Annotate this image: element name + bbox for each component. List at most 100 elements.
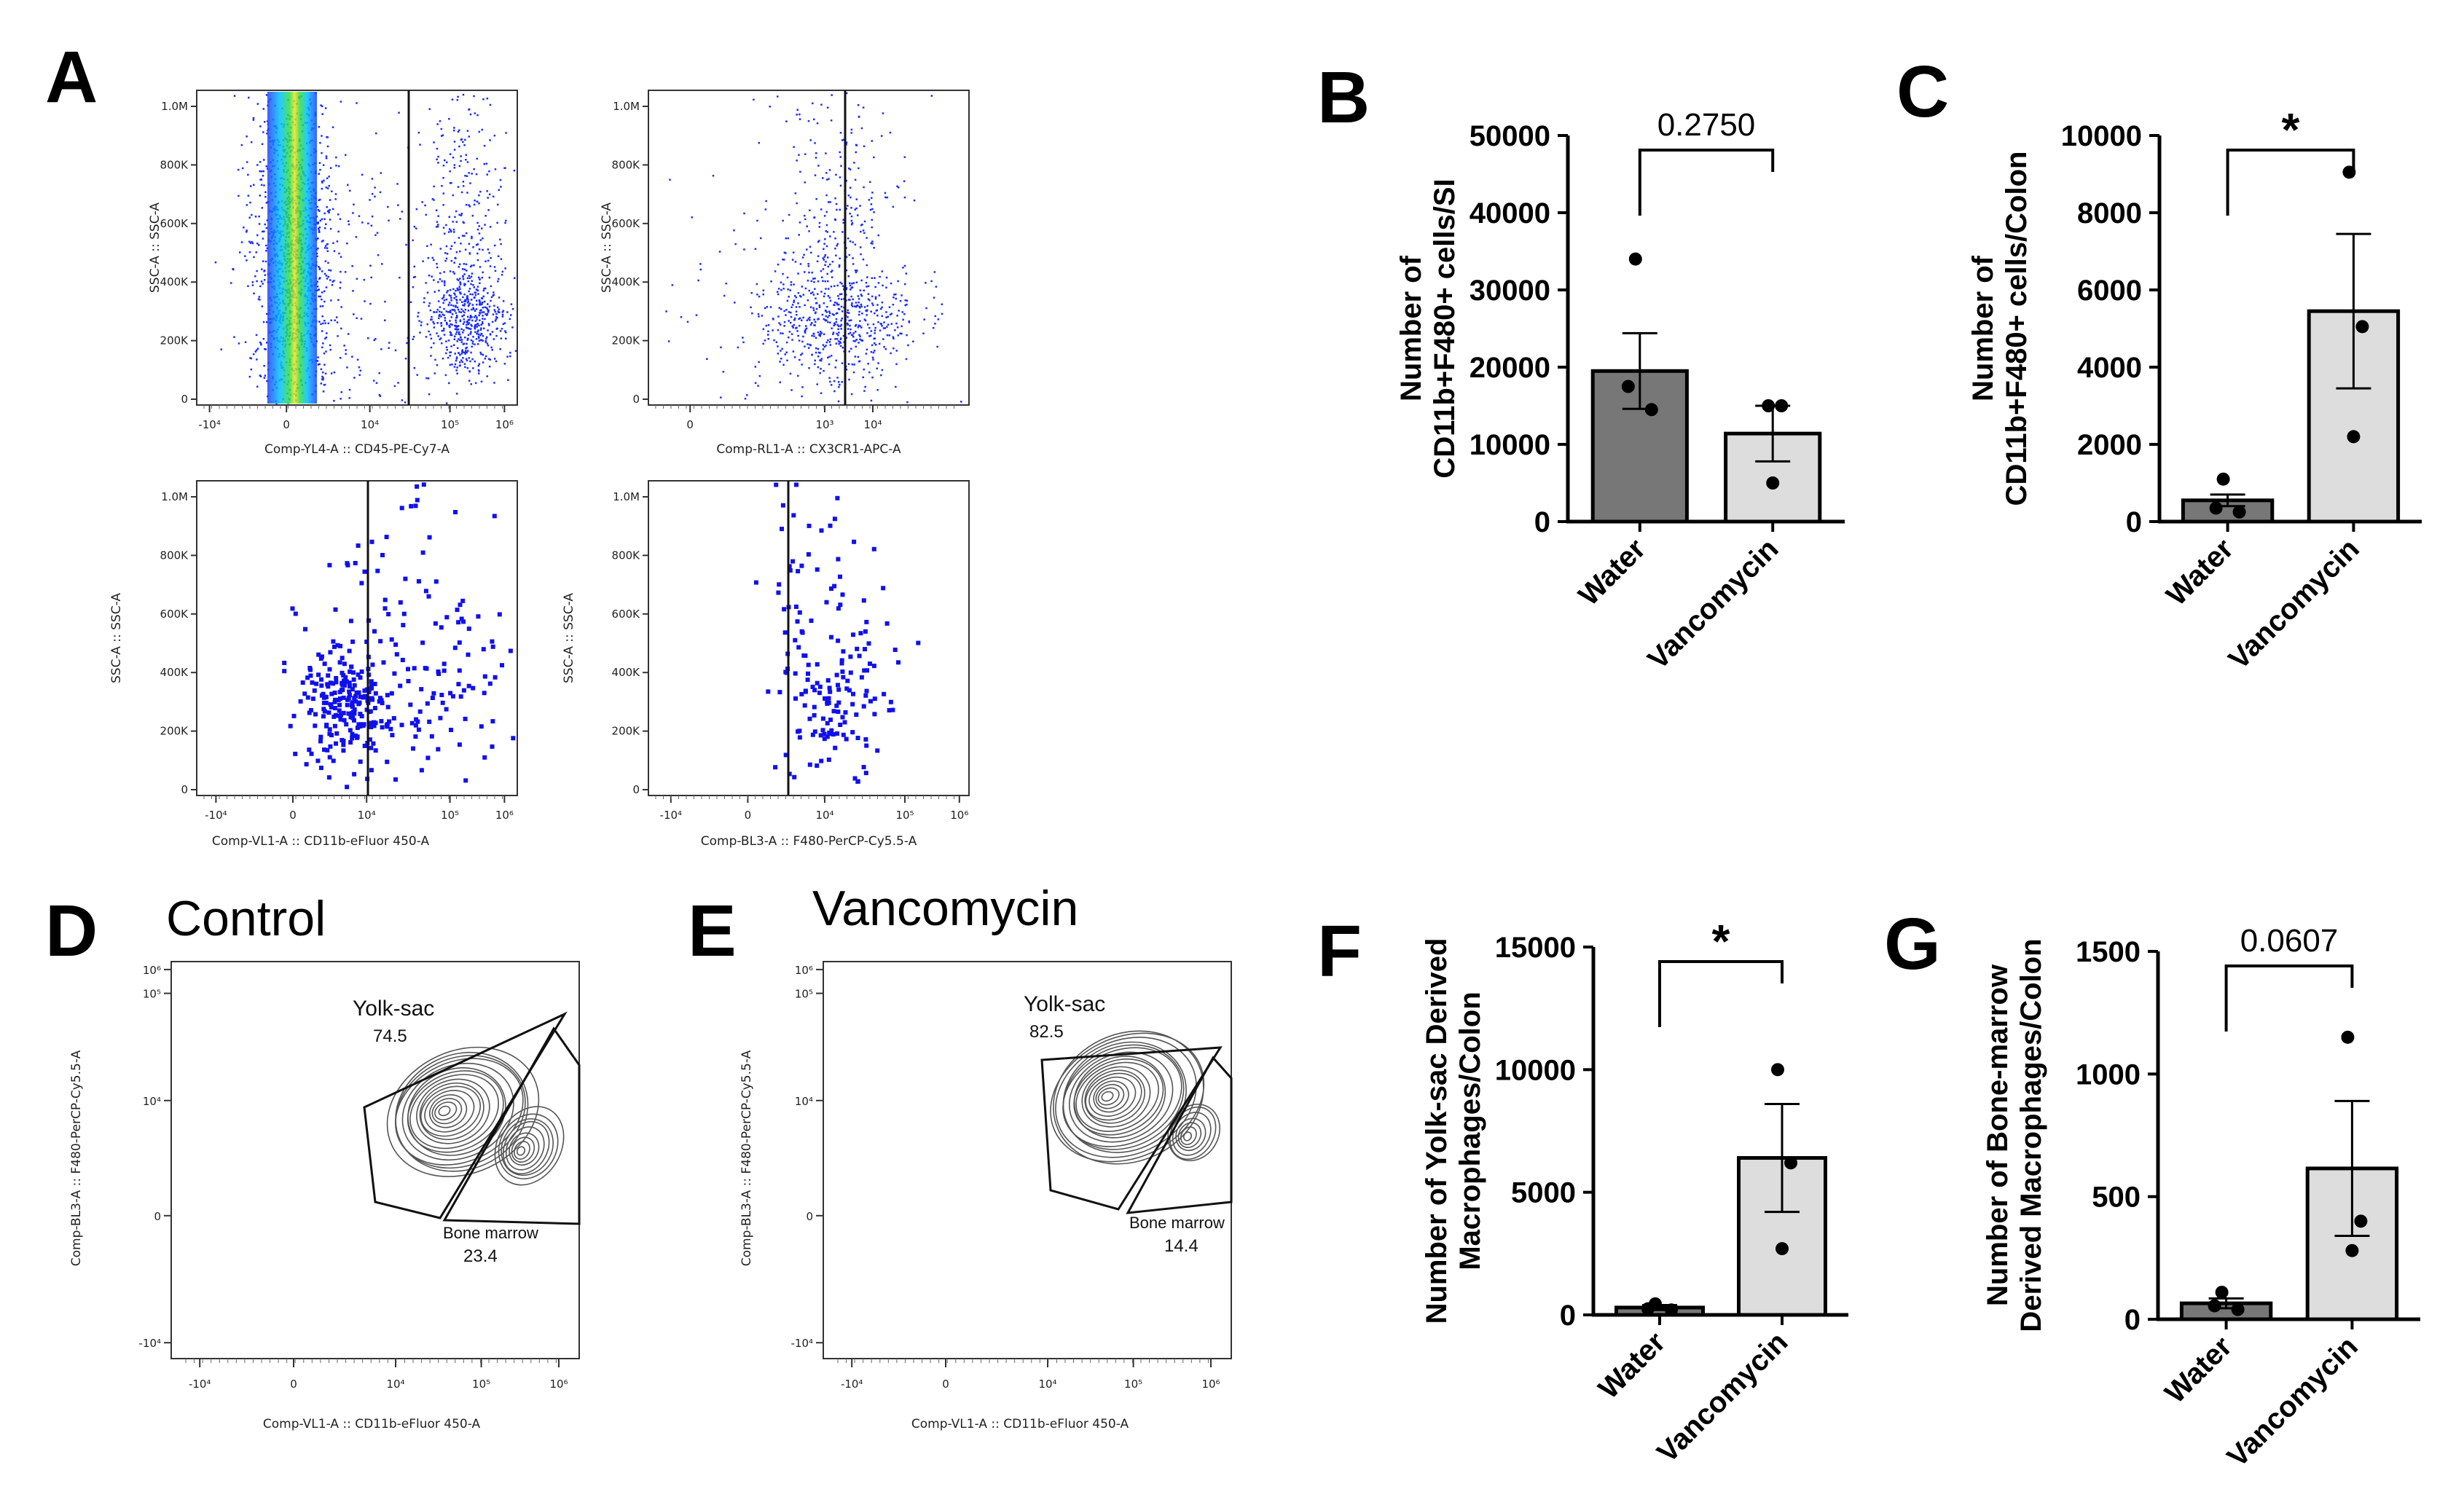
x-tick-label: -10⁴: [841, 1378, 863, 1391]
x-tick-label: 10⁵: [1124, 1378, 1142, 1391]
x-axis-label: Comp-RL1-A :: CX3CR1-APC-A: [716, 442, 901, 457]
x-tick-label-water: Water: [2160, 533, 2240, 612]
data-point: [2347, 430, 2361, 444]
contour-lines: [1050, 1030, 1220, 1165]
y-tick-label: 1.0M: [613, 100, 640, 113]
y-tick-label: 10000: [2061, 120, 2142, 152]
x-tick-label: 10⁶: [495, 809, 514, 822]
data-point: [1762, 399, 1776, 412]
y-tick-label: 1000: [2076, 1058, 2141, 1091]
y-axis-label: SSC-A :: SSC-A: [109, 593, 124, 683]
contour-ring: [416, 1078, 490, 1144]
bar-chart-c: 0 2000 4000 6000 8000 10000 Number ofCD11b+F48…: [1967, 103, 2422, 675]
y-axis-label-line: Number of Yolk-sac Derived: [1421, 938, 1453, 1324]
plot-frame: [648, 90, 970, 406]
y-tick-label: 200K: [612, 334, 641, 347]
y-axis-label: Number ofCD11b+F480+ cells/Colon: [1967, 152, 2033, 506]
gate-yolk-sac: [363, 1011, 568, 1219]
contour-ring: [1055, 1037, 1197, 1158]
y-ticks: 0 5000 10000 15000: [1495, 932, 1593, 1332]
event-dots: [665, 92, 962, 404]
y-axis-label: SSC-A :: SSC-A: [562, 593, 576, 683]
x-axis-label: Comp-VL1-A :: CD11b-eFluor 450-A: [911, 1417, 1129, 1431]
data-point: [2345, 1244, 2359, 1257]
contour-ring: [1068, 1051, 1174, 1143]
y-tick-label: -10⁴: [138, 1337, 161, 1350]
gate-label-yolk-sac: Yolk-sac: [353, 997, 434, 1021]
plot-frame: [823, 961, 1232, 1359]
x-tick-label: 10⁴: [386, 1378, 404, 1391]
y-tick-label: 8000: [2077, 197, 2142, 229]
contour-plot-d: Control Yolk-sac 74.5 Bone marrow 23.4 -…: [69, 891, 581, 1431]
y-axis-label: Number of Bone-marrowDerived Macrophages…: [1982, 938, 2047, 1332]
panel-letter-a: A: [45, 36, 98, 118]
contour-ring: [1093, 1080, 1129, 1113]
x-tick-label: 10⁵: [895, 809, 914, 822]
y-axis-label: Comp-BL3-A :: F480-PerCP-Cy5.5-A: [69, 1050, 84, 1266]
gate-label-bone-marrow: Bone marrow: [443, 1224, 538, 1242]
x-tick-label: 0: [686, 418, 694, 431]
y-tick-label: 0: [181, 783, 188, 796]
contour-ring: [401, 1062, 514, 1161]
y-ticks: 0 10000 20000 30000 40000 50000: [1470, 120, 1568, 538]
significance-bracket: [2226, 149, 2355, 216]
contour-ring: [1095, 1083, 1125, 1109]
significance-label: 0.0607: [2240, 923, 2339, 959]
plot-frame: [196, 480, 518, 796]
contour-ring: [386, 1046, 540, 1177]
y-axis-label-line: CD11b+F480+ cells/SI: [1429, 178, 1461, 478]
bar-chart-g: 0 500 1000 1500 Number of Bone-marrowDerived…: [1982, 923, 2420, 1473]
panel-letter-e: E: [688, 890, 737, 972]
y-tick-label: 0: [181, 393, 188, 406]
y-tick-label: 600K: [612, 608, 641, 621]
bar-chart-b: 0 10000 20000 30000 40000 50000 Number ofCD11b…: [1395, 107, 1845, 675]
contour-ring: [438, 1105, 451, 1117]
contour-ring: [514, 1141, 530, 1160]
contour-ring: [503, 1120, 550, 1175]
contour-ring: [498, 1113, 559, 1179]
y-axis-label-line: Number of: [1395, 255, 1427, 401]
gate-yolk-sac: [1040, 1046, 1223, 1211]
significance-label: *: [2282, 103, 2300, 156]
condition-title: Control: [166, 891, 326, 946]
y-tick-label: 500: [2092, 1182, 2141, 1214]
y-tick-label: 0: [632, 783, 640, 796]
gate-bone-marrow: [442, 1026, 581, 1225]
x-tick-label: 10⁴: [361, 418, 379, 431]
data-point: [1766, 476, 1780, 490]
data-point: [2208, 1299, 2221, 1313]
x-tick-label: -10⁴: [660, 809, 683, 822]
panel-letter-b: B: [1317, 57, 1370, 138]
y-axis-label: Number ofCD11b+F480+ cells/SI: [1395, 178, 1461, 478]
y-tick-label: 800K: [160, 158, 189, 171]
flow-plot-a4: 0 200K 400K 600K 800K 1.0M -10⁴ 0 10⁴ 10⁵ 10⁶ SSC…: [562, 480, 970, 849]
y-tick-label: 400K: [612, 666, 641, 679]
gate-label-bone-marrow: Bone marrow: [1129, 1214, 1225, 1232]
x-tick-label: -10⁴: [189, 1378, 211, 1391]
y-tick-label: 10⁵: [143, 988, 161, 1001]
y-tick-label: 600K: [160, 608, 189, 621]
gate-pct-yolk-sac: 74.5: [373, 1026, 407, 1046]
y-tick-label: 10⁵: [795, 988, 813, 1001]
contour-ring: [511, 1136, 535, 1163]
gate-pct-bone-marrow: 14.4: [1164, 1236, 1198, 1256]
y-axis-label: SSC-A :: SSC-A: [600, 203, 614, 293]
x-axis-label: Comp-YL4-A :: CD45-PE-Cy7-A: [264, 442, 450, 457]
y-tick-label: 6000: [2077, 275, 2142, 307]
y-tick-label: 20000: [1470, 352, 1550, 384]
contour-ring: [424, 1090, 475, 1133]
y-tick-label: 200K: [160, 725, 189, 738]
x-tick-label-vancomycin: Vancomycin: [2221, 1330, 2364, 1473]
y-tick-label: 1.0M: [161, 490, 188, 503]
contour-ring: [1175, 1117, 1207, 1152]
contour-ring: [501, 1118, 554, 1176]
y-axis-label-line: Number of: [1967, 255, 1999, 401]
y-tick-label: 0: [1534, 506, 1550, 538]
significance-bracket: [2224, 964, 2354, 1032]
flow-plot-a3: 0 200K 400K 600K 800K 1.0M -10⁴ 0 10⁴ 10⁵ 10⁶ SSC…: [109, 480, 518, 849]
x-axis-label: Comp-VL1-A :: CD11b-eFluor 450-A: [212, 834, 430, 849]
x-tick-label: 0: [942, 1378, 949, 1391]
y-tick-label: 0: [1560, 1300, 1576, 1332]
data-point: [2215, 1285, 2229, 1299]
